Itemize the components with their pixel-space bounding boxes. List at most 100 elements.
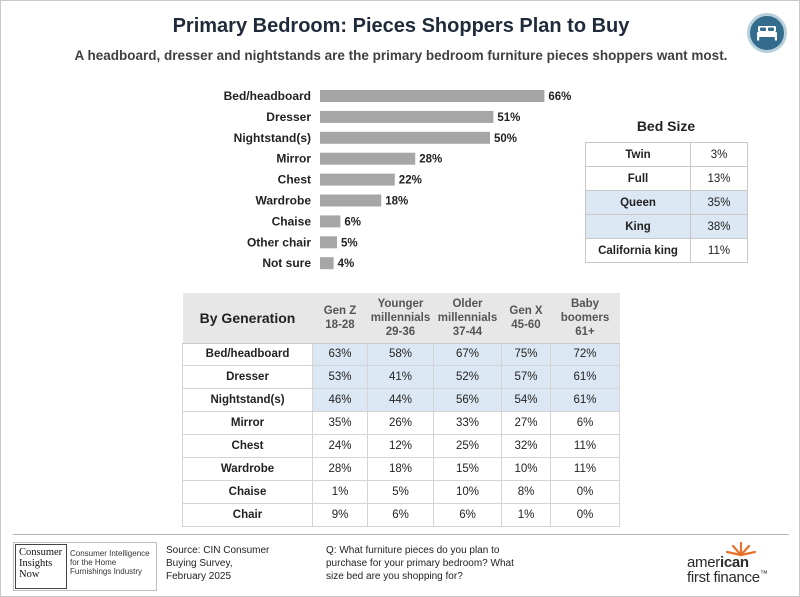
generation-cell: 61% [550, 388, 620, 413]
survey-question: Q: What furniture pieces do you plan to … [326, 544, 526, 583]
generation-cell: 8% [501, 479, 551, 504]
source-line: Buying Survey, [166, 558, 233, 569]
bed-size-row: Queen 35% [585, 190, 748, 215]
generation-name: Older millennials [437, 297, 498, 324]
bar-category-label: Not sure [262, 256, 311, 270]
bed-size-row: Full 13% [585, 166, 748, 191]
generation-cell: 1% [312, 479, 368, 504]
generation-name: Baby boomers [560, 297, 610, 324]
generation-age-range: 61+ [575, 325, 595, 338]
bed-size-row: Twin 3% [585, 142, 748, 167]
bed-size-row: King 38% [585, 214, 748, 239]
source-note: Source: CIN Consumer Buying Survey, Febr… [166, 544, 296, 583]
bar-value-label: 4% [338, 258, 355, 270]
generation-age-range: 29-36 [385, 325, 416, 338]
table-row: Chair 9% 6% 6% 1% 0% [182, 502, 620, 527]
generation-cell: 0% [550, 479, 620, 504]
american-first-finance-logo: american first finance™ [673, 541, 793, 590]
question-line: purchase for your primary bedroom? What [326, 558, 514, 569]
generation-cell: 6% [367, 502, 434, 527]
generation-cell: 10% [501, 456, 551, 481]
generation-row-label: Bed/headboard [182, 342, 313, 367]
table-row: Mirror 35% 26% 33% 27% 6% [182, 411, 620, 436]
generation-column-header: Older millennials 37-44 [433, 293, 502, 344]
generation-cell: 28% [312, 456, 368, 481]
bar [320, 110, 494, 123]
table-row: Bed/headboard 63% 58% 67% 75% 72% [182, 342, 620, 367]
generation-cell: 75% [501, 342, 551, 367]
generation-row-label: Chest [182, 434, 313, 458]
footer-divider [13, 534, 789, 535]
table-row: Wardrobe 28% 18% 15% 10% 11% [182, 456, 620, 481]
bar-category-label: Nightstand(s) [234, 131, 311, 145]
generation-cell: 25% [433, 434, 502, 458]
generation-cell: 15% [433, 456, 502, 481]
generation-cell: 5% [367, 479, 434, 504]
bar-value-label: 6% [344, 216, 361, 228]
generation-column-header: Baby boomers 61+ [550, 293, 620, 344]
generation-cell: 35% [312, 411, 368, 436]
generation-cell: 11% [550, 434, 620, 458]
bed-size-value: 13% [690, 166, 748, 191]
page-title: Primary Bedroom: Pieces Shoppers Plan to… [172, 15, 630, 37]
generation-column-header: Gen X 45-60 [501, 293, 551, 344]
bed-size-value: 38% [690, 214, 748, 239]
generation-age-range: 37-44 [452, 325, 483, 338]
source-line: Source: CIN Consumer [166, 545, 270, 556]
bar-category-label: Bed/headboard [224, 89, 311, 103]
bed-icon [757, 26, 777, 41]
bed-size-label: California king [585, 238, 691, 263]
bed-size-label: Twin [585, 142, 691, 167]
generation-table-title: By Generation [182, 293, 313, 344]
generation-cell: 33% [433, 411, 502, 436]
bar-value-label: 5% [341, 237, 358, 249]
table-row: Chaise 1% 5% 10% 8% 0% [182, 479, 620, 504]
bed-size-table: Twin 3% Full 13% Queen 35% King 38% California k… [585, 142, 748, 263]
table-row: Dresser 53% 41% 52% 57% 61% [182, 365, 620, 390]
bar-category-label: Wardrobe [255, 194, 311, 208]
bar-category-label: Other chair [247, 235, 311, 249]
bar [320, 194, 382, 207]
generation-column-header: Younger millennials 29-36 [367, 293, 434, 344]
bed-size-value: 11% [690, 238, 748, 263]
generation-column-header: Gen Z 18-28 [312, 293, 368, 344]
bar-value-label: 28% [419, 154, 442, 166]
generation-cell: 6% [433, 502, 502, 527]
cin-logo-line: Now [19, 569, 40, 580]
sunburst-icon [725, 541, 757, 557]
generation-cell: 54% [501, 388, 551, 413]
generation-cell: 10% [433, 479, 502, 504]
generation-cell: 44% [367, 388, 434, 413]
generation-row-label: Wardrobe [182, 456, 313, 481]
generation-cell: 12% [367, 434, 434, 458]
generation-row-label: Dresser [182, 365, 313, 390]
generation-cell: 46% [312, 388, 368, 413]
bed-size-label: Queen [585, 190, 691, 215]
generation-cell: 9% [312, 502, 368, 527]
bed-size-label: Full [585, 166, 691, 191]
generation-row-label: Chaise [182, 479, 313, 504]
cin-logo-line: Consumer [19, 547, 63, 558]
page-subtitle: A headboard, dresser and nightstands are… [74, 48, 728, 63]
generation-cell: 61% [550, 365, 620, 390]
generation-row-label: Chair [182, 502, 313, 527]
bar-category-label: Chaise [272, 214, 312, 228]
aff-logo-text: amer [687, 554, 720, 571]
bar-value-label: 51% [497, 112, 520, 124]
generation-cell: 27% [501, 411, 551, 436]
aff-logo-trademark: ™ [759, 569, 768, 578]
generation-cell: 72% [550, 342, 620, 367]
bar [320, 173, 395, 186]
generation-name: Younger millennials [370, 297, 431, 324]
bar-category-label: Dresser [266, 110, 311, 124]
generation-cell: 57% [501, 365, 551, 390]
generation-cell: 1% [501, 502, 551, 527]
generation-cell: 58% [367, 342, 434, 367]
aff-logo-text-line2: first finance [687, 569, 760, 586]
bed-icon-badge [747, 13, 787, 53]
cin-logo: Consumer Insights Now [15, 544, 67, 589]
generation-age-range: 45-60 [511, 318, 541, 331]
bed-size-title: Bed Size [636, 118, 696, 134]
cin-logo-box [13, 542, 157, 591]
